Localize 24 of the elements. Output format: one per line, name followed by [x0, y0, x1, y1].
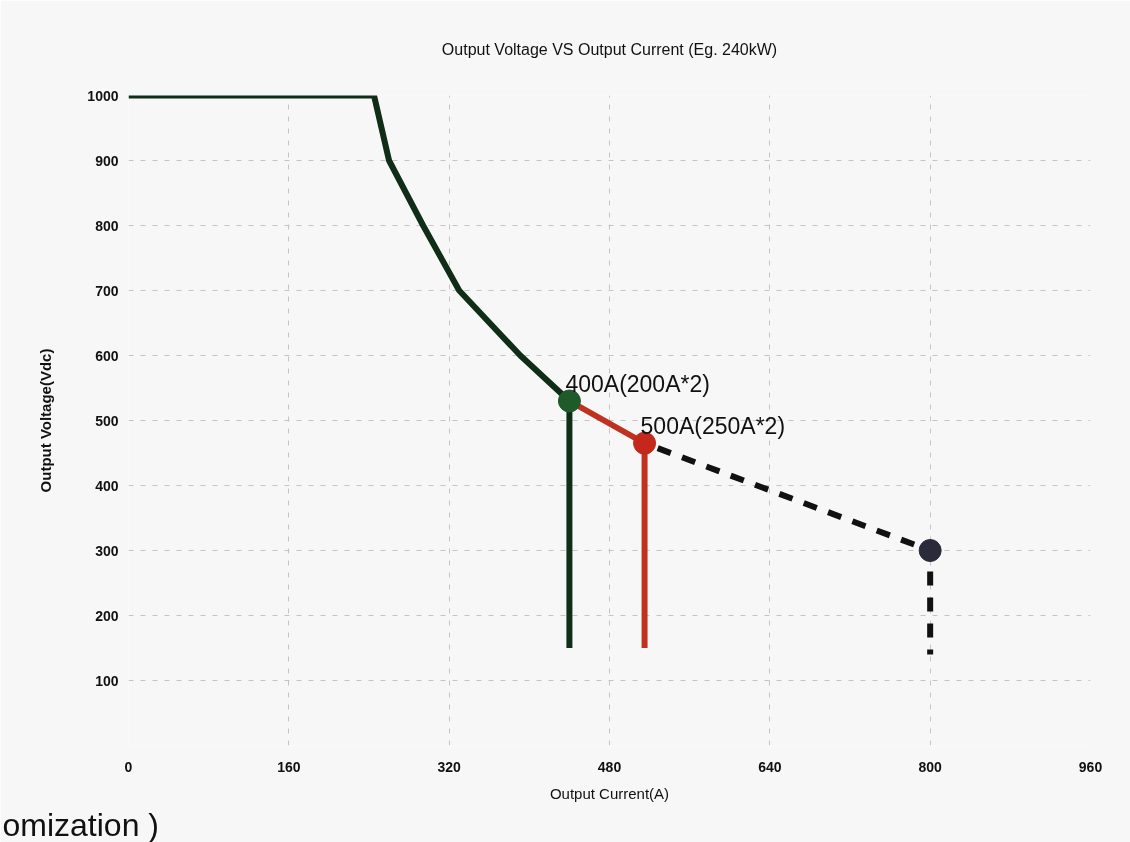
x-tick-label: 480	[597, 758, 622, 775]
y-tick-label: 300	[95, 542, 119, 559]
y-tick-label: 400	[95, 477, 119, 494]
x-tick-label: 800	[918, 758, 943, 775]
text: omization )	[2, 806, 159, 842]
x-tick-label: 640	[758, 758, 782, 775]
annotation: 400A(200A*2)	[565, 371, 710, 397]
y-axis-title: Output Voltage(Vdc)	[37, 348, 55, 493]
y-tick-label: 100	[95, 672, 119, 689]
x-tick-label: 960	[1078, 758, 1103, 775]
chart-title: Output Voltage VS Output Current (Eg. 240kW)	[441, 40, 778, 58]
y-tick-label: 500	[95, 412, 119, 429]
y-tick-label: 200	[95, 607, 119, 624]
point	[918, 539, 942, 562]
x-axis-title: Output Current(A)	[549, 784, 670, 802]
x-tick-label: 0	[124, 758, 133, 775]
y-tick-label: 1000	[87, 87, 119, 104]
x-tick-label: 160	[277, 758, 301, 775]
y-tick-label: 900	[95, 152, 119, 169]
y-tick-label: 800	[95, 217, 119, 234]
annotation: 500A(250A*2)	[640, 413, 786, 440]
y-tick-label: 600	[95, 347, 119, 364]
y-tick-label: 700	[95, 282, 119, 299]
x-tick-label: 320	[437, 758, 462, 775]
